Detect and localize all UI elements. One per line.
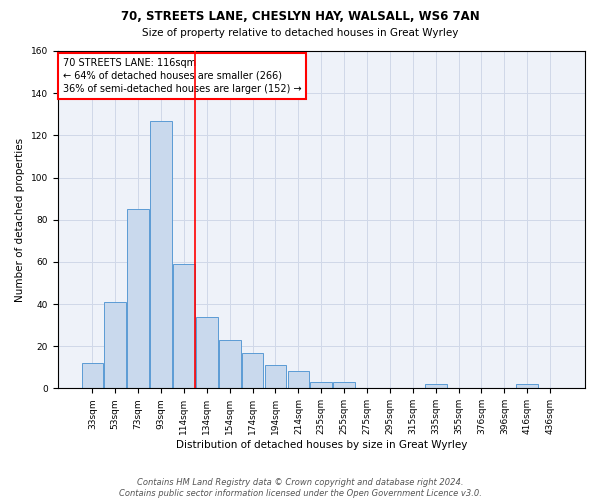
Text: 70, STREETS LANE, CHESLYN HAY, WALSALL, WS6 7AN: 70, STREETS LANE, CHESLYN HAY, WALSALL, … (121, 10, 479, 23)
Bar (287, 372, 309, 388)
Bar (333, 382, 355, 388)
Bar (310, 382, 332, 388)
Bar (196, 316, 218, 388)
Bar (173, 264, 195, 388)
Bar (150, 120, 172, 388)
X-axis label: Distribution of detached houses by size in Great Wyrley: Distribution of detached houses by size … (176, 440, 467, 450)
Text: Size of property relative to detached houses in Great Wyrley: Size of property relative to detached ho… (142, 28, 458, 38)
Bar (219, 340, 241, 388)
Text: 70 STREETS LANE: 116sqm
← 64% of detached houses are smaller (266)
36% of semi-d: 70 STREETS LANE: 116sqm ← 64% of detache… (63, 58, 301, 94)
Bar (104, 302, 126, 388)
Bar (517, 384, 538, 388)
Bar (127, 209, 149, 388)
Bar (265, 365, 286, 388)
Text: Contains HM Land Registry data © Crown copyright and database right 2024.
Contai: Contains HM Land Registry data © Crown c… (119, 478, 481, 498)
Bar (425, 384, 446, 388)
Y-axis label: Number of detached properties: Number of detached properties (15, 138, 25, 302)
Bar (242, 352, 263, 388)
Bar (82, 363, 103, 388)
